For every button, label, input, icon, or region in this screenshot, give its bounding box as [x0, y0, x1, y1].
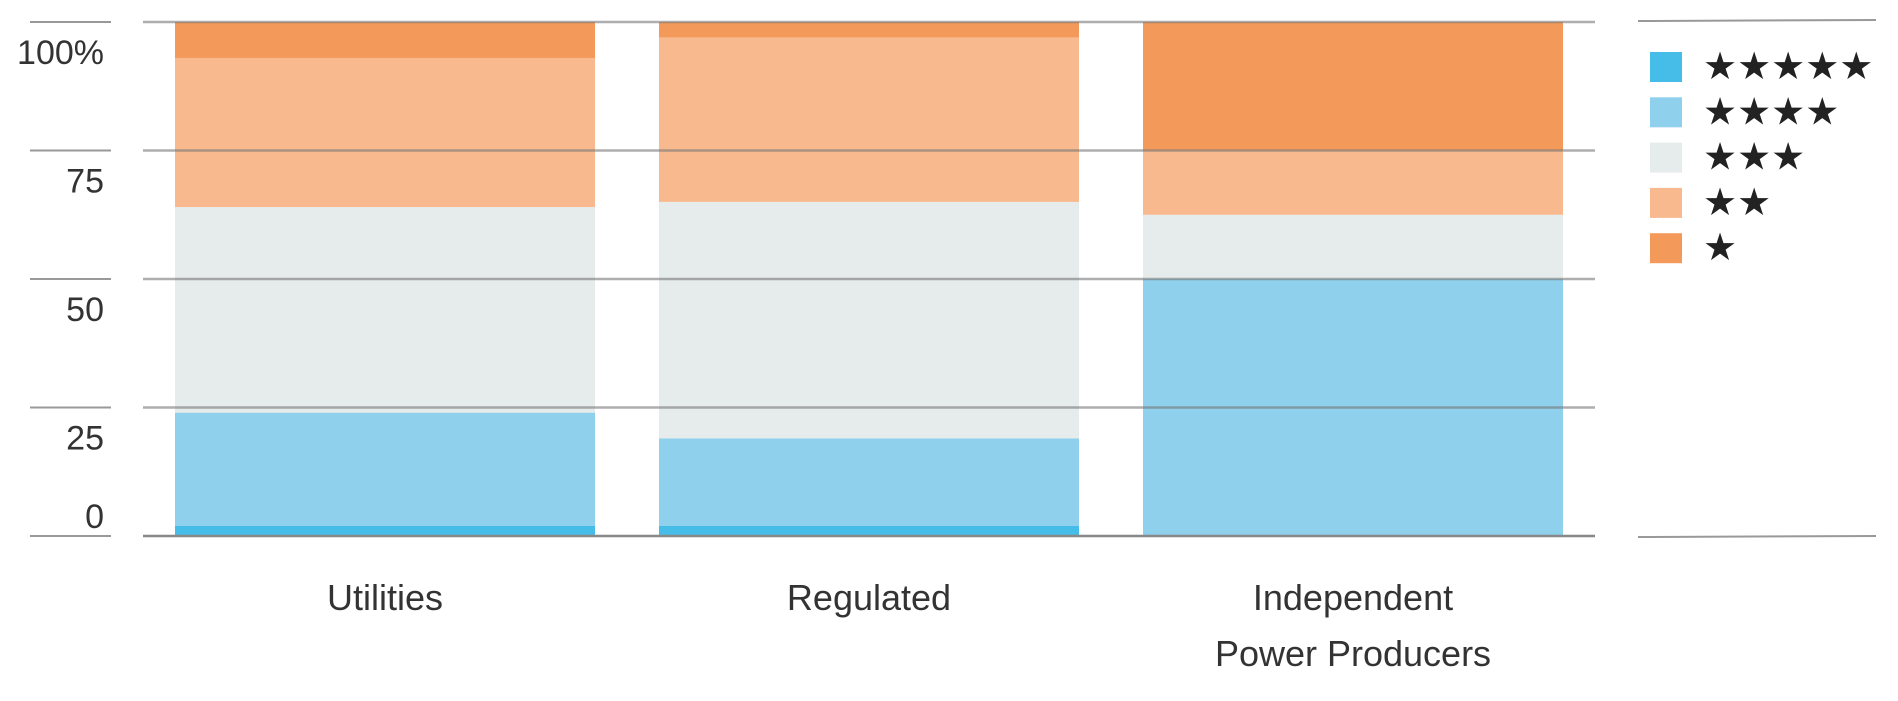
bar-segment: [1143, 214, 1563, 279]
x-tick-label: Regulated: [786, 577, 952, 618]
legend-swatch: [1650, 142, 1682, 173]
legend-label: ★★★★: [1703, 91, 1839, 133]
legend-label: ★★★★★: [1703, 46, 1873, 88]
bar-segment: [175, 207, 595, 413]
legend-label: ★★★: [1703, 137, 1805, 179]
bar-segment: [1143, 150, 1563, 215]
bar-segment: [659, 201, 1079, 439]
x-tick-label: Utilities: [326, 577, 443, 618]
bar-segment: [659, 22, 1079, 38]
y-tick-label: 75: [66, 163, 104, 201]
bar-segment: [659, 525, 1079, 536]
legend-label: ★: [1703, 227, 1737, 269]
bar-segment: [175, 412, 595, 526]
bar-segment: [1143, 22, 1563, 151]
bar-segment: [659, 438, 1079, 526]
legend-swatch: [1650, 187, 1682, 218]
bar-segment: [175, 22, 595, 58]
legend-rule: [1637, 535, 1877, 538]
y-tick-label: 100%: [17, 34, 104, 72]
legend-label: ★★: [1703, 182, 1771, 224]
legend-rule: [1637, 19, 1877, 22]
legend-swatch: [1650, 97, 1682, 128]
bar-segment: [659, 37, 1079, 202]
bar-segment: [175, 57, 595, 208]
x-tick-label: Independent Power Producers: [1214, 577, 1492, 674]
y-tick-label: 50: [66, 291, 104, 329]
y-tick-label: 0: [85, 498, 104, 536]
legend-swatch: [1650, 52, 1682, 82]
y-tick-label: 25: [66, 420, 104, 458]
bar-segment: [175, 525, 595, 536]
legend-swatch: [1650, 233, 1682, 264]
